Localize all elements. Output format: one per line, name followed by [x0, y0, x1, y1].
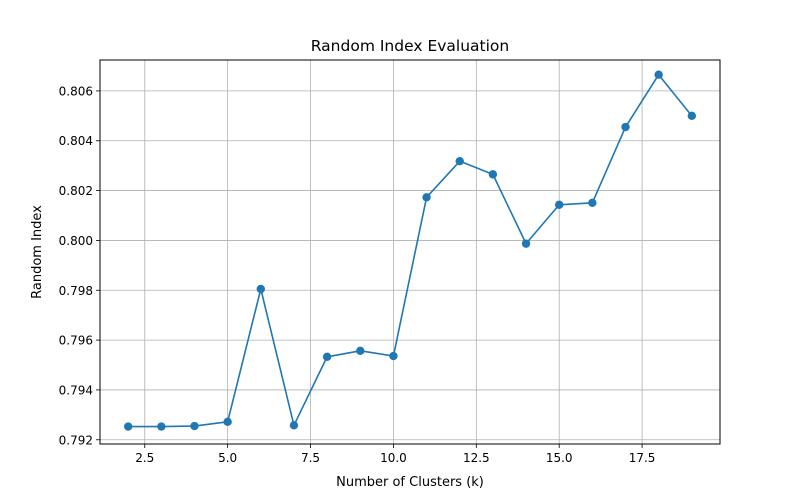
series-layer [123, 70, 697, 431]
data-point [687, 111, 697, 121]
data-point [190, 421, 199, 431]
x-tick-label: 12.5 [463, 451, 490, 465]
data-point [554, 200, 564, 209]
x-tick-label: 17.5 [629, 451, 656, 465]
x-tick-label: 5.0 [218, 451, 237, 465]
y-tick-label: 0.800 [59, 234, 93, 248]
chart-title: Random Index Evaluation [311, 37, 509, 55]
x-tick-label: 2.5 [135, 451, 154, 465]
series-line [128, 73, 693, 428]
data-point [521, 239, 531, 248]
y-tick-label: 0.794 [59, 383, 93, 397]
y-tick-label: 0.806 [59, 84, 93, 98]
y-tick-label: 0.802 [59, 184, 93, 198]
y-tick-label: 0.792 [59, 433, 93, 447]
y-tick-label: 0.804 [59, 134, 93, 148]
plot-frame [99, 59, 721, 445]
data-point [256, 284, 266, 294]
data-point [322, 352, 332, 361]
y-axis-ticks: 0.792 0.794 0.796 0.798 0.800 0.802 0.804 0.806 [59, 84, 100, 447]
data-point [123, 422, 133, 431]
y-tick-label: 0.798 [59, 284, 93, 298]
data-point [157, 422, 166, 431]
x-tick-label: 7.5 [301, 451, 320, 465]
data-point [621, 122, 630, 132]
x-tick-label: 10.0 [380, 451, 407, 465]
y-tick-label: 0.796 [59, 334, 93, 348]
data-point [356, 346, 365, 356]
x-axis-title: Number of Clusters (k) [336, 475, 484, 490]
data-point [223, 417, 232, 427]
data-point [588, 198, 597, 207]
y-axis-title: Random Index [30, 205, 45, 299]
data-point [422, 193, 431, 202]
x-axis-ticks: 2.5 5.0 7.5 10.0 12.5 15.0 17.5 [135, 444, 655, 465]
data-point [488, 170, 498, 179]
data-point [289, 421, 299, 430]
data-point [455, 156, 464, 166]
x-tick-label: 15.0 [546, 451, 573, 465]
data-point [654, 70, 663, 79]
data-point [389, 351, 398, 361]
grid-lines [100, 60, 720, 444]
